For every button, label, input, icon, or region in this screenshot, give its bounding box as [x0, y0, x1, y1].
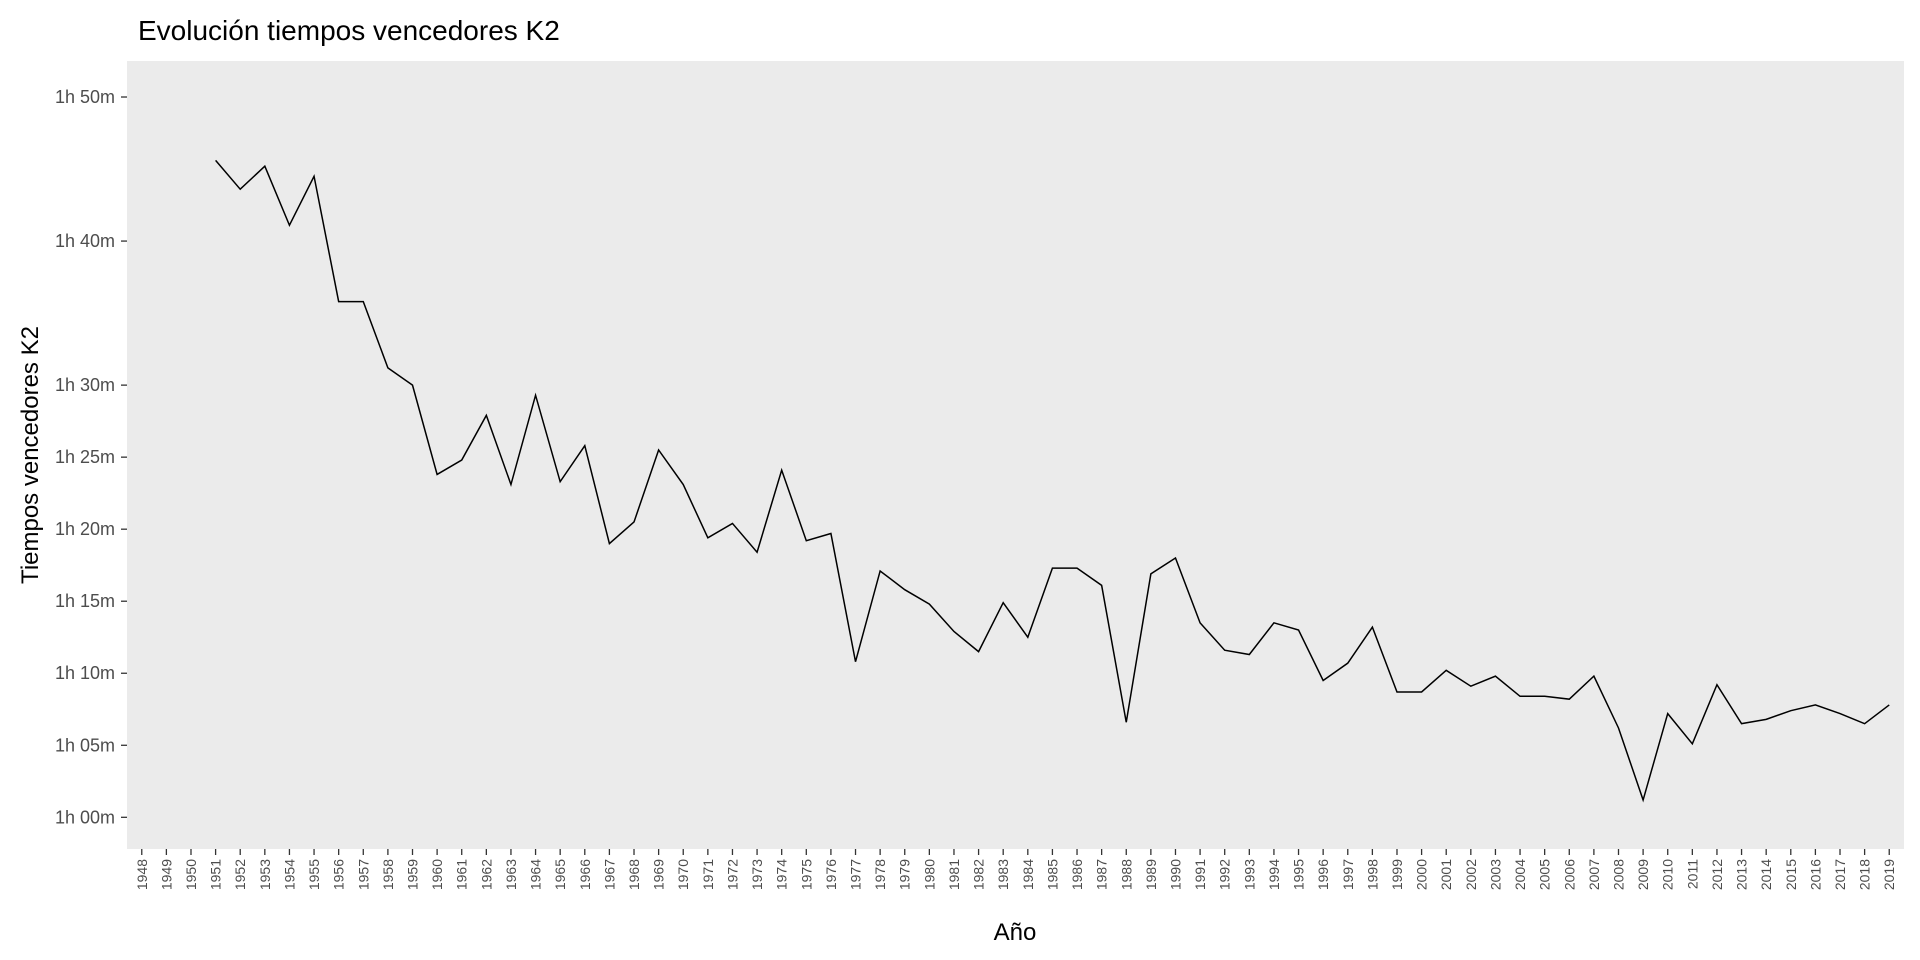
x-tick-label: 2014	[1758, 859, 1774, 890]
x-tick-label: 1963	[503, 859, 519, 890]
x-tick-label: 2009	[1635, 859, 1651, 890]
x-tick-label: 1977	[848, 859, 864, 890]
x-tick-label: 1985	[1044, 859, 1060, 890]
x-tick-label: 1968	[626, 859, 642, 890]
y-tick-label: 1h 05m	[55, 735, 115, 755]
x-tick-label: 1956	[331, 859, 347, 890]
x-tick-label: 1974	[774, 859, 790, 890]
x-tick-label: 1972	[724, 859, 740, 890]
x-tick-label: 1978	[872, 859, 888, 890]
x-tick-label: 1949	[158, 859, 174, 890]
y-tick-label: 1h 50m	[55, 87, 115, 107]
x-tick-label: 1997	[1340, 859, 1356, 890]
y-tick-label: 1h 15m	[55, 591, 115, 611]
x-tick-label: 1975	[798, 859, 814, 890]
x-tick-label: 2005	[1537, 859, 1553, 890]
x-tick-label: 2015	[1783, 859, 1799, 890]
y-tick-label: 1h 25m	[55, 447, 115, 467]
x-tick-label: 1987	[1094, 859, 1110, 890]
x-tick-label: 1984	[1020, 859, 1036, 890]
x-tick-label: 2010	[1660, 859, 1676, 890]
x-tick-label: 1994	[1266, 859, 1282, 890]
chart-title: Evolución tiempos vencedores K2	[138, 15, 560, 46]
x-tick-label: 1990	[1167, 859, 1183, 890]
x-tick-label: 2008	[1610, 859, 1626, 890]
x-tick-label: 2019	[1881, 859, 1897, 890]
y-tick-label: 1h 30m	[55, 375, 115, 395]
x-tick-label: 1961	[454, 859, 470, 890]
x-tick-label: 1959	[405, 859, 421, 890]
x-tick-label: 1981	[946, 859, 962, 890]
x-axis-label: Año	[994, 919, 1037, 946]
x-tick-label: 1989	[1143, 859, 1159, 890]
x-tick-label: 1998	[1364, 859, 1380, 890]
x-tick-label: 1999	[1389, 859, 1405, 890]
x-tick-label: 1969	[651, 859, 667, 890]
x-tick-label: 1954	[281, 859, 297, 890]
x-tick-label: 1962	[478, 859, 494, 890]
x-tick-label: 2006	[1561, 859, 1577, 890]
x-tick-label: 2004	[1512, 859, 1528, 890]
x-tick-label: 1957	[355, 859, 371, 890]
x-tick-label: 2017	[1832, 859, 1848, 890]
x-tick-label: 1996	[1315, 859, 1331, 890]
x-tick-label: 1992	[1217, 859, 1233, 890]
x-tick-label: 1965	[552, 859, 568, 890]
x-tick-label: 2011	[1684, 859, 1700, 889]
x-tick-label: 1982	[971, 859, 987, 890]
x-tick-label: 1948	[134, 859, 150, 890]
y-axis-label: Tiempos vencedores K2	[17, 326, 44, 584]
x-tick-label: 2000	[1414, 859, 1430, 890]
x-tick-label: 1951	[208, 859, 224, 890]
x-tick-label: 2003	[1487, 859, 1503, 890]
x-tick-label: 1966	[577, 859, 593, 890]
x-tick-label: 1971	[700, 859, 716, 890]
x-tick-label: 1979	[897, 859, 913, 890]
x-tick-label: 1952	[232, 859, 248, 890]
x-tick-label: 2007	[1586, 859, 1602, 890]
y-tick-label: 1h 10m	[55, 663, 115, 683]
x-tick-label: 1953	[257, 859, 273, 890]
panel	[127, 61, 1904, 849]
x-tick-label: 1970	[675, 859, 691, 890]
x-tick-label: 1983	[995, 859, 1011, 890]
x-tick-label: 1980	[921, 859, 937, 890]
x-tick-label: 2001	[1438, 859, 1454, 890]
y-tick-label: 1h 00m	[55, 807, 115, 827]
x-tick-label: 1967	[601, 859, 617, 890]
line	[215, 159, 1890, 803]
x-tick-label: 1950	[183, 859, 199, 890]
x-tick-label: 1973	[749, 859, 765, 890]
x-tick-label: 1988	[1118, 859, 1134, 890]
y-tick-label: 1h 40m	[55, 231, 115, 251]
x-tick-label: 2002	[1463, 859, 1479, 890]
x-tick-label: 1960	[429, 859, 445, 890]
x-tick-label: 1991	[1192, 859, 1208, 890]
x-tick-label: 2018	[1857, 859, 1873, 890]
x-tick-label: 2012	[1709, 859, 1725, 890]
x-tick-label: 1955	[306, 859, 322, 890]
y-tick-label: 1h 20m	[55, 519, 115, 539]
x-tick-label: 2013	[1734, 859, 1750, 890]
x-tick-label: 1995	[1291, 859, 1307, 890]
x-tick-label: 1976	[823, 859, 839, 890]
x-tick-label: 1993	[1241, 859, 1257, 890]
x-tick-label: 2016	[1807, 859, 1823, 890]
x-tick-label: 1958	[380, 859, 396, 890]
x-tick-label: 1986	[1069, 859, 1085, 890]
x-tick-label: 1964	[528, 859, 544, 890]
